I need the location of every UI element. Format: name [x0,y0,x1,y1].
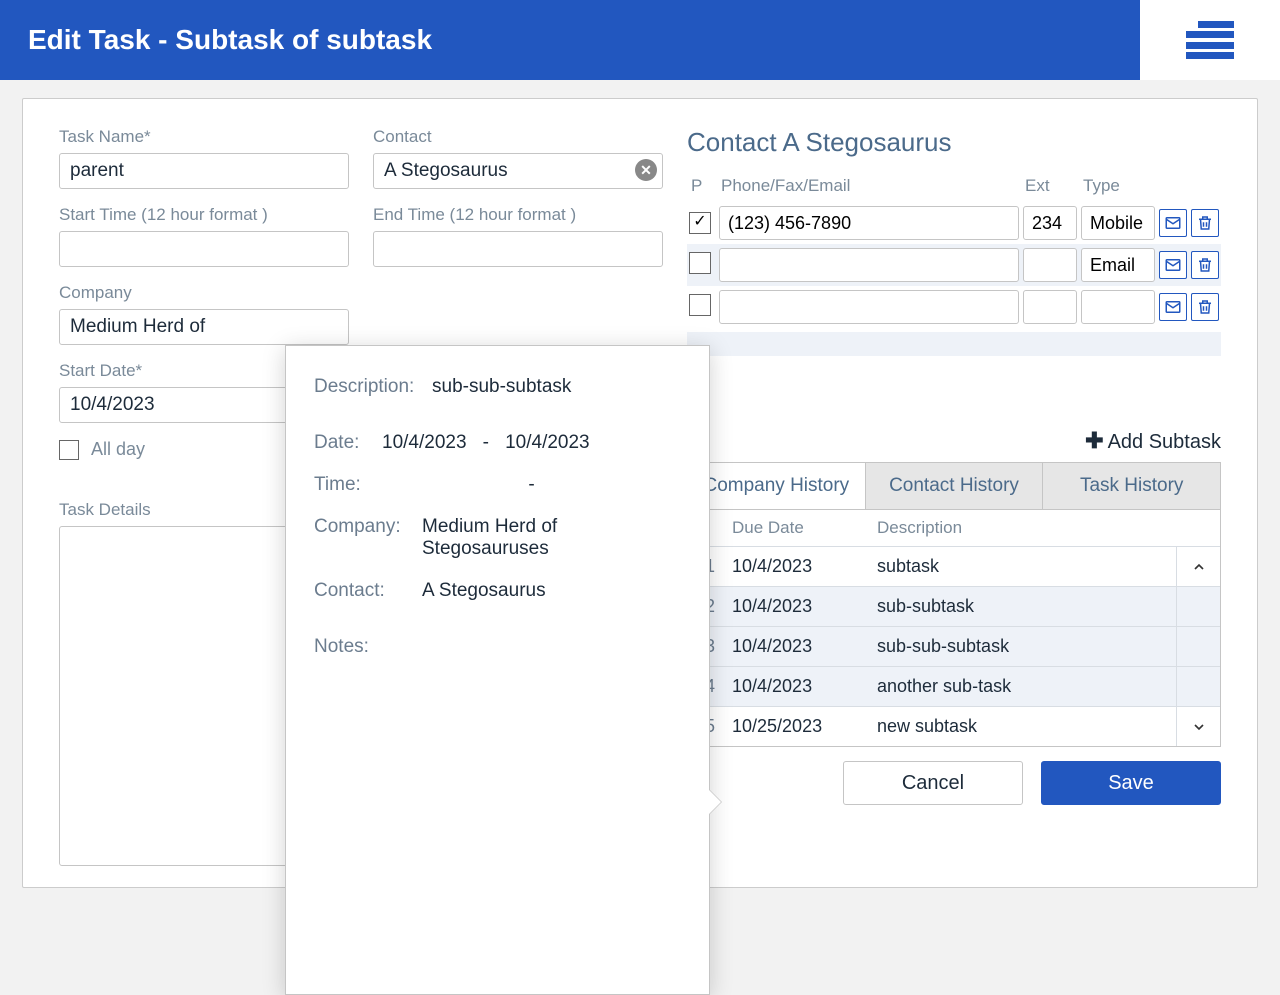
contact-row [687,286,1221,328]
popover-description-label: Description: [314,376,432,398]
popover-date-end: 10/4/2023 [505,432,590,453]
mail-icon[interactable] [1159,251,1187,279]
type-input[interactable] [1081,248,1155,282]
contact-header-phone: Phone/Fax/Email [717,170,1021,202]
start-time-label: Start Time (12 hour format ) [59,205,349,225]
contact-row [687,244,1221,286]
tab-company-history[interactable]: Company History [688,463,866,509]
popover-date-label: Date: [314,432,382,454]
save-button[interactable]: Save [1041,761,1221,805]
all-day-label: All day [91,439,145,460]
popover-contact-label: Contact: [314,580,422,602]
primary-checkbox[interactable] [689,294,711,316]
contact-input[interactable] [373,153,663,189]
type-input[interactable] [1081,206,1155,240]
contact-footer-bar [687,332,1221,356]
history-row[interactable]: 1 10/4/2023 subtask [688,546,1220,586]
popover-date-start: 10/4/2023 [382,432,467,453]
task-detail-popover: Description: sub-sub-subtask Date: 10/4/… [285,345,710,995]
edit-task-card: Task Name* Start Time (12 hour format ) … [22,98,1258,888]
company-input[interactable] [59,309,349,345]
contact-table: P Phone/Fax/Email Ext Type [687,170,1221,328]
mail-icon[interactable] [1159,293,1187,321]
mail-icon[interactable] [1159,209,1187,237]
trash-icon[interactable] [1191,293,1219,321]
company-label: Company [59,283,349,303]
phone-input[interactable] [719,206,1019,240]
trash-icon[interactable] [1191,251,1219,279]
contact-header-type: Type [1079,170,1157,202]
type-input[interactable] [1081,290,1155,324]
popover-time-label: Time: [314,474,382,496]
start-time-input[interactable] [59,231,349,267]
end-time-input[interactable] [373,231,663,267]
popover-contact-value: A Stegosaurus [422,580,546,602]
contact-header-p: P [687,170,717,202]
history-row[interactable]: 2 10/4/2023 sub-subtask [688,586,1220,626]
add-subtask-label: Add Subtask [1108,431,1221,453]
primary-checkbox[interactable] [689,212,711,234]
tab-contact-history[interactable]: Contact History [866,463,1044,509]
phone-input[interactable] [719,290,1019,324]
menu-button-wrap [1140,0,1280,80]
popover-description-value: sub-sub-subtask [432,376,571,398]
popover-time-value: - [382,474,681,496]
ext-input[interactable] [1023,248,1077,282]
contact-header-ext: Ext [1021,170,1079,202]
cancel-button[interactable]: Cancel [843,761,1023,805]
popover-company-value: Medium Herd of Stegosauruses [422,516,681,560]
history-row[interactable]: 5 10/25/2023 new subtask [688,706,1220,746]
right-column: Contact A Stegosaurus P Phone/Fax/Email … [687,127,1221,869]
ext-input[interactable] [1023,290,1077,324]
history-header-date: Due Date [732,518,877,538]
all-day-checkbox[interactable] [59,440,79,460]
primary-checkbox[interactable] [689,252,711,274]
chevron-up-icon[interactable] [1176,547,1220,586]
ext-input[interactable] [1023,206,1077,240]
history-row[interactable]: 4 10/4/2023 another sub-task [688,666,1220,706]
history-table: Due Date Description 1 10/4/2023 subtask… [687,509,1221,747]
chevron-down-icon[interactable] [1176,707,1220,746]
popover-company-label: Company: [314,516,422,538]
history-header-desc: Description [877,518,962,538]
add-subtask-button[interactable]: ✚Add Subtask [1085,431,1221,453]
page-header: Edit Task - Subtask of subtask [0,0,1280,80]
end-time-label: End Time (12 hour format ) [373,205,663,225]
contact-panel-title: Contact A Stegosaurus [687,127,1221,158]
menu-icon[interactable] [1186,21,1234,59]
task-name-label: Task Name* [59,127,349,147]
history-tabs: Company History Contact History Task His… [687,462,1221,509]
popover-notes-label: Notes: [314,636,432,658]
task-name-input[interactable] [59,153,349,189]
phone-input[interactable] [719,248,1019,282]
contact-label: Contact [373,127,663,147]
page-title: Edit Task - Subtask of subtask [28,24,432,56]
trash-icon[interactable] [1191,209,1219,237]
tab-task-history[interactable]: Task History [1043,463,1220,509]
clear-contact-icon[interactable]: ✕ [635,159,657,181]
contact-row [687,202,1221,244]
history-row[interactable]: 3 10/4/2023 sub-sub-subtask [688,626,1220,666]
